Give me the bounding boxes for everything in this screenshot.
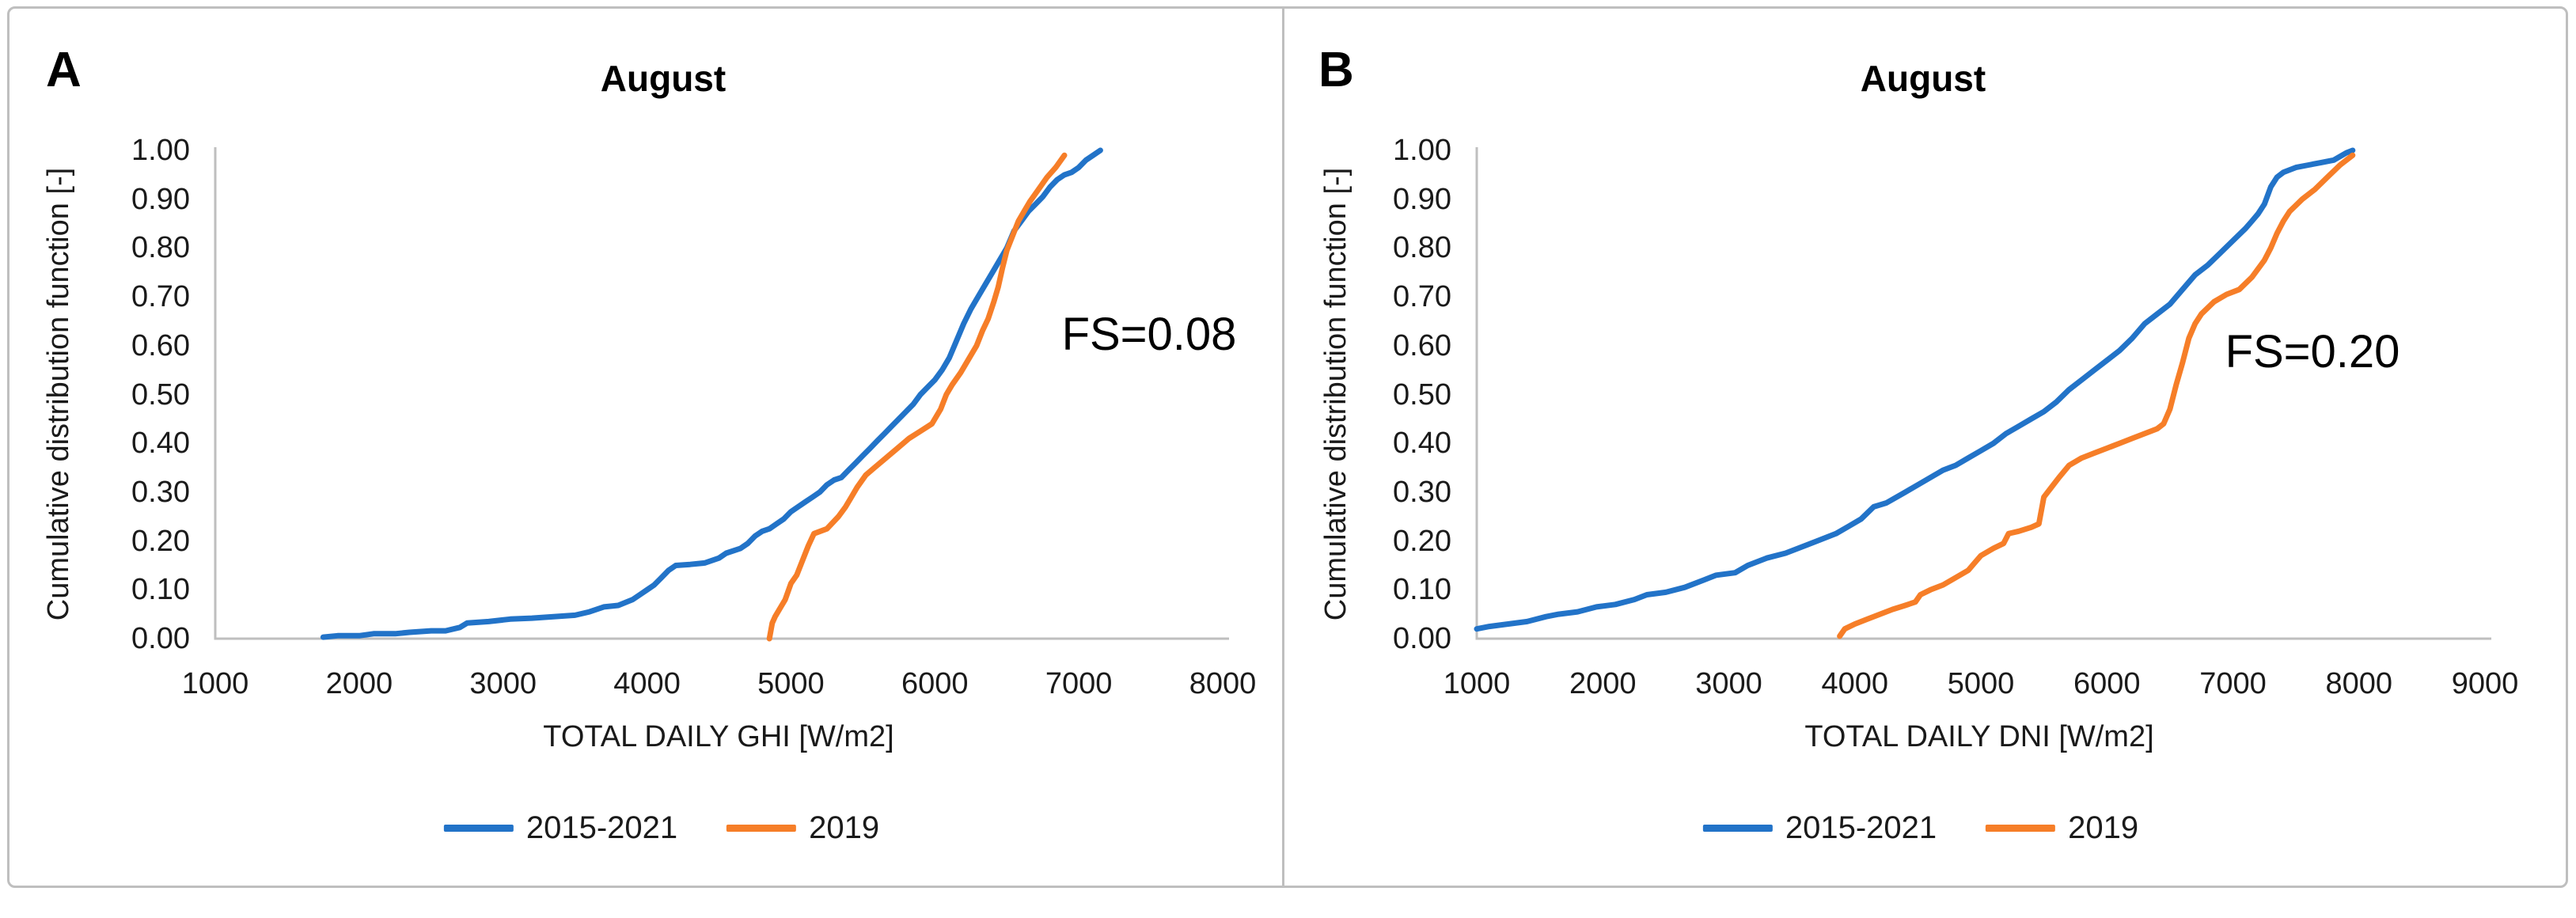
x-tick-label: 4000	[1821, 667, 1889, 700]
y-tick-label: 0.20	[1393, 524, 1451, 558]
chart-a-title: August	[600, 58, 727, 99]
x-tick-label: 3000	[1695, 667, 1762, 700]
legend-line-2019	[1986, 824, 2056, 832]
y-tick-label: 0.30	[131, 475, 190, 509]
y-tick-label: 0.30	[1393, 475, 1451, 509]
y-tick-label: 1.00	[131, 134, 190, 167]
x-tick-label: 9000	[2451, 667, 2519, 700]
legend-line-2015-2021	[1702, 824, 1773, 832]
x-tick-label: 8000	[1189, 667, 1257, 700]
y-tick-label: 0.00	[1393, 622, 1451, 655]
x-tick-label: 8000	[2325, 667, 2393, 700]
y-tick-label: 0.20	[131, 524, 190, 558]
legend-label-2019: 2019	[2068, 810, 2139, 845]
chart-b-legend: 2015-2021 2019	[1702, 810, 2139, 845]
chart-b-title: August	[1860, 58, 1986, 99]
y-tick-label: 0.60	[1393, 328, 1451, 362]
chart-a-x-axis-title: TOTAL DAILY GHI [W/m2]	[543, 720, 894, 753]
legend-label-2015-2021: 2015-2021	[525, 810, 678, 845]
x-tick-label: 6000	[2073, 667, 2141, 700]
chart-a-fs-annotation: FS=0.08	[1061, 309, 1237, 360]
y-tick-label: 0.40	[1393, 427, 1451, 461]
y-tick-label: 0.40	[131, 427, 190, 461]
legend-line-2015-2021	[443, 824, 514, 832]
y-tick-label: 0.80	[131, 231, 190, 265]
axis-lines	[214, 147, 1229, 640]
x-tick-label: 2000	[325, 667, 393, 700]
x-tick-label: 6000	[901, 667, 969, 700]
panel-b-label: B	[1318, 43, 1354, 97]
legend-line-2019	[727, 824, 797, 832]
y-tick-label: 0.90	[1393, 182, 1451, 216]
panel-divider	[1282, 6, 1284, 888]
series-line-2019	[1837, 152, 2356, 639]
y-tick-label: 0.10	[1393, 573, 1451, 607]
x-tick-label: 4000	[613, 667, 681, 700]
chart-b-x-axis-title: TOTAL DAILY DNI [W/m2]	[1804, 720, 2154, 753]
x-tick-label: 3000	[469, 667, 537, 700]
chart-a-legend: 2015-2021 2019	[443, 810, 880, 845]
x-tick-label: 7000	[1045, 667, 1113, 700]
x-tick-label: 1000	[181, 667, 249, 700]
series-line-2015-2021	[320, 147, 1103, 640]
y-tick-label: 0.60	[131, 328, 190, 362]
chart-b-fs-annotation: FS=0.20	[2225, 326, 2400, 377]
y-tick-label: 0.50	[1393, 377, 1451, 412]
y-tick-label: 0.70	[131, 280, 190, 314]
y-tick-label: 0.70	[1393, 280, 1451, 314]
x-tick-label: 7000	[2199, 667, 2267, 700]
y-tick-label: 0.80	[1393, 231, 1451, 265]
x-tick-label: 5000	[757, 667, 825, 700]
y-tick-label: 0.50	[131, 377, 190, 412]
figure-border	[7, 6, 2568, 888]
panel-a-label: A	[46, 43, 82, 97]
series-line-2015-2021	[1474, 147, 2356, 632]
y-tick-label: 0.00	[131, 622, 190, 655]
y-tick-label: 0.90	[131, 182, 190, 216]
y-tick-label: 0.10	[131, 573, 190, 607]
series-line-2019	[766, 152, 1068, 642]
x-tick-label: 1000	[1443, 667, 1511, 700]
legend-label-2019: 2019	[809, 810, 880, 845]
legend-label-2015-2021: 2015-2021	[1785, 810, 1937, 845]
x-tick-label: 2000	[1569, 667, 1637, 700]
axis-lines	[1475, 147, 2491, 640]
x-tick-label: 5000	[1947, 667, 2015, 700]
y-tick-label: 1.00	[1393, 134, 1451, 167]
